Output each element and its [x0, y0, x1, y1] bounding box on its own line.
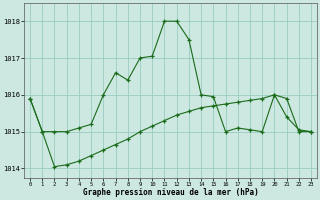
X-axis label: Graphe pression niveau de la mer (hPa): Graphe pression niveau de la mer (hPa) — [83, 188, 259, 197]
